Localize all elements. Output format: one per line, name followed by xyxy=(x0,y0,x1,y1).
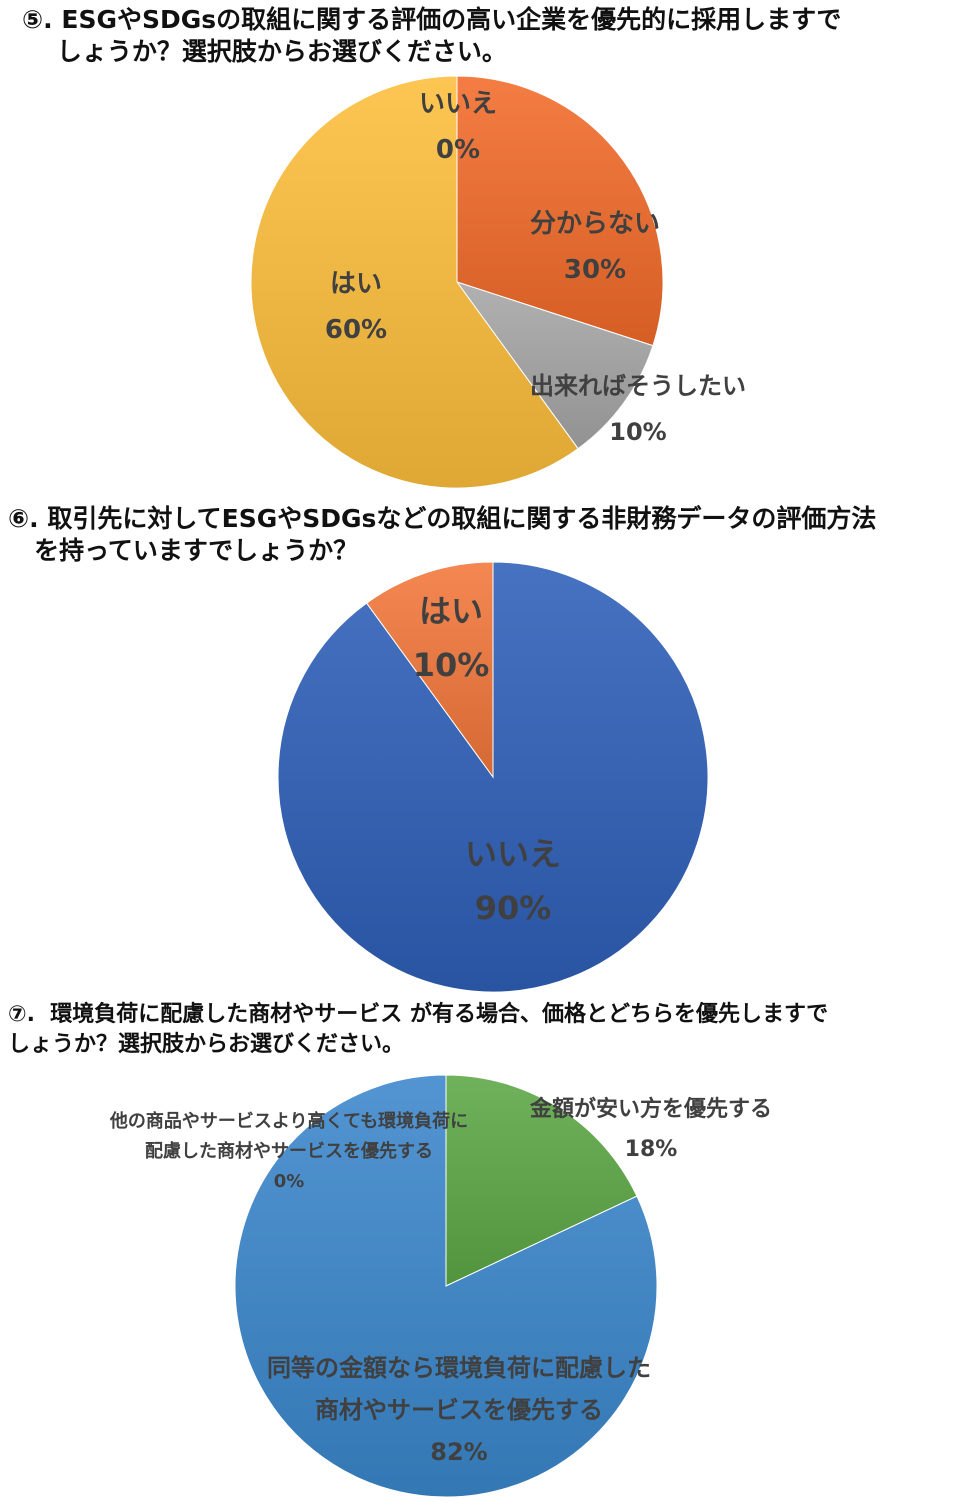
q7-slice-0 xyxy=(445,1074,638,1287)
q6-percent-label-0: 90% xyxy=(475,889,552,927)
q5-slice-3 xyxy=(250,75,579,489)
q5-category-label-3: はい xyxy=(330,269,382,299)
q7-title: ⑦. 環境負荷に配慮した商材やサービス が有る場合、価格とどちらを優先しますで … xyxy=(8,1002,829,1057)
q5-category-label-2: 出来ればそうしたい xyxy=(530,372,746,400)
q5-percent-label-1: 30% xyxy=(564,255,626,285)
q6-percent-label-1: 10% xyxy=(413,646,490,684)
q7-percent-label-2: 0% xyxy=(274,1171,305,1192)
q7-slice-1 xyxy=(234,1074,658,1498)
q6-slice-1 xyxy=(365,561,494,779)
q7-percent-label-0: 18% xyxy=(625,1137,678,1162)
q5-category-label-1: 分からない xyxy=(530,209,660,239)
q5-percent-label-0: 0% xyxy=(436,135,480,165)
q5-slice-2 xyxy=(455,281,654,450)
q7-category-label-2: 配慮した商材やサービスを優先する xyxy=(145,1140,433,1162)
q6-category-label-0: いいえ xyxy=(465,835,561,873)
q6-title: ⑥. 取引先に対してESGやSDGsなどの取組に関する非財務データの評価方法 を… xyxy=(8,504,877,565)
q5-pie-chart: いいえ 0% 分からない 30% 出来ればそうしたい 10% はい 60% xyxy=(250,75,746,489)
q5-slice-1 xyxy=(456,75,664,347)
q7-percent-label-1: 82% xyxy=(430,1438,487,1466)
q6-category-label-1: はい xyxy=(419,592,483,630)
q5-percent-label-3: 60% xyxy=(325,315,387,345)
q7-category-label-0: 金額が安い方を優先する xyxy=(529,1096,772,1122)
q5-title: ⑤. ESGやSDGsの取組に関する評価の高い企業を優先的に採用しますで しょう… xyxy=(22,5,842,66)
q6-pie-chart: いいえ 90% はい 10% xyxy=(277,561,709,993)
q7-category-label-2: 他の商品やサービスより高くても環境負荷に xyxy=(109,1110,468,1132)
q5-category-label-0: いいえ xyxy=(419,89,497,119)
q5-percent-label-2: 10% xyxy=(609,418,666,446)
q7-category-label-1: 同等の金額なら環境負荷に配慮した xyxy=(267,1354,651,1382)
q7-category-label-1: 商材やサービスを優先する xyxy=(315,1396,603,1424)
